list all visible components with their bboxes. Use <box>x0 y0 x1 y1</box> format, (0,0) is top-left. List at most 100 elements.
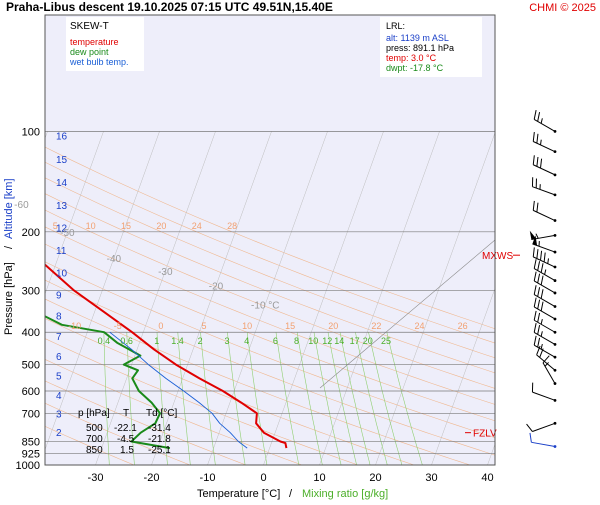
pressure-tick-label: 700 <box>22 408 40 420</box>
dry-adiabat-label: 26 <box>458 321 468 331</box>
wind-barb-station <box>554 382 557 385</box>
wind-barb-station <box>554 331 557 334</box>
mixing-ratio-label: 14 <box>334 336 344 346</box>
mixing-ratio-label: 8 <box>294 336 299 346</box>
pressure-tick-label: 925 <box>22 449 40 461</box>
chart-title: Praha-Libus descent 19.10.2025 07:15 UTC… <box>6 0 333 14</box>
wind-barb-station <box>554 399 557 402</box>
mixing-ratio-label: 17 <box>350 336 360 346</box>
altitude-tick-label: 5 <box>56 372 62 383</box>
mixing-ratio-label: 0.4 <box>98 336 111 346</box>
mixing-ratio-label: 2 <box>198 336 203 346</box>
dry-adiabat-label: 5 <box>53 221 58 231</box>
temperature-tick-label: 40 <box>481 472 493 484</box>
isotherm-label: -40 <box>107 254 122 265</box>
altitude-tick-label: 4 <box>56 391 62 402</box>
temperature-tick-label: -30 <box>88 472 104 484</box>
altitude-tick-label: 2 <box>56 428 62 439</box>
isotherm-label: -10 °C <box>251 300 279 311</box>
lrl-dwpt: dwpt: -17.8 °C <box>386 63 444 73</box>
wind-barb-station <box>554 422 557 425</box>
summary-table: p [hPa] T Td [°C] 500 -22.1 -31.4 700 -4… <box>78 408 177 456</box>
isotherm-label: -30 <box>158 267 173 278</box>
isotherm-label: -50 <box>60 228 75 239</box>
wind-barb-station <box>554 356 557 359</box>
lrl-alt: alt: 1139 m ASL <box>386 33 449 43</box>
lrl-temp: temp: 3.0 °C <box>386 53 437 63</box>
altitude-tick-label: 10 <box>56 269 68 280</box>
dry-adiabat-label: 24 <box>414 321 424 331</box>
wind-barb-station <box>554 266 557 269</box>
table-row-1-td: -31.4 <box>148 423 171 434</box>
dry-adiabat-label: 20 <box>156 221 166 231</box>
lrl-press: press: 891.1 hPa <box>386 43 454 53</box>
pressure-tick-label: 300 <box>22 286 40 298</box>
wind-barb-station <box>554 445 557 448</box>
pressure-tick-label: 850 <box>22 436 40 448</box>
wind-barb-station <box>554 150 557 153</box>
temperature-tick-label: 10 <box>313 472 325 484</box>
pressure-tick-label: 400 <box>22 327 40 339</box>
dry-adiabat-label: 15 <box>121 221 131 231</box>
mixing-ratio-label: 1 <box>154 336 159 346</box>
table-header-t: T <box>123 408 129 419</box>
mixing-ratio-label: 10 <box>308 336 318 346</box>
isotherm-label: -20 <box>209 282 224 293</box>
pressure-tick-label: 1000 <box>16 460 40 472</box>
table-row-2-t: -4.5 <box>117 434 135 445</box>
dry-adiabat-label: -10 <box>68 321 81 331</box>
wind-barb-station <box>554 234 557 237</box>
isotherm-label: -60 <box>14 200 29 211</box>
mixing-ratio-label: 25 <box>381 336 391 346</box>
copyright: CHMI © 2025 <box>529 2 596 14</box>
dry-adiabat-label: 10 <box>86 221 96 231</box>
lrl-box: LRL: alt: 1139 m ASL press: 891.1 hPa te… <box>380 17 482 77</box>
mixing-ratio-label: 3 <box>224 336 229 346</box>
dry-adiabat-label: 5 <box>201 321 206 331</box>
ylabel-pressure: Pressure [hPa] <box>3 262 15 335</box>
legend-box: SKEW-T temperature dew point wet bulb te… <box>66 17 144 71</box>
altitude-tick-label: 14 <box>56 178 68 189</box>
dry-adiabat-label: 22 <box>371 321 381 331</box>
legend-temperature: temperature <box>70 37 119 47</box>
mixing-ratio-label: 0.6 <box>120 336 133 346</box>
dry-adiabat-label: 10 <box>242 321 252 331</box>
altitude-tick-label: 15 <box>56 155 68 166</box>
temperature-tick-label: 0 <box>260 472 266 484</box>
lrl-title: LRL: <box>386 21 405 31</box>
table-row-2-td: -21.8 <box>148 434 171 445</box>
plot-area <box>45 15 495 465</box>
altitude-tick-label: 9 <box>56 290 62 301</box>
table-header-p: p [hPa] <box>78 408 110 419</box>
ylabel-altitude: Altitude [km] <box>3 178 15 239</box>
fzlv-label: FZLV <box>473 429 497 440</box>
table-header-td: Td [°C] <box>146 408 177 419</box>
table-row-2-p: 700 <box>86 434 103 445</box>
table-row-3-t: 1.5 <box>120 445 134 456</box>
wind-barb-station <box>554 251 557 254</box>
temperature-tick-label: 20 <box>369 472 381 484</box>
wind-column <box>530 15 600 465</box>
dry-adiabat-label: 20 <box>328 321 338 331</box>
mixing-ratio-label: 12 <box>322 336 332 346</box>
dry-adiabat-label: 0 <box>158 321 163 331</box>
altitude-tick-label: 8 <box>56 311 62 322</box>
table-row-1-p: 500 <box>86 423 103 434</box>
wind-barb-station <box>554 369 557 372</box>
wind-barb-station <box>554 292 557 295</box>
table-row-3-td: -25.1 <box>148 445 171 456</box>
legend-wetbulb: wet bulb temp. <box>69 57 129 67</box>
altitude-tick-label: 16 <box>56 132 68 143</box>
wind-barb-station <box>554 219 557 222</box>
mixing-ratio-label: 1.4 <box>171 336 184 346</box>
temperature-tick-label: -20 <box>144 472 160 484</box>
temperature-tick-label: -10 <box>200 472 216 484</box>
wind-barb-station <box>554 305 557 308</box>
pressure-tick-label: 200 <box>22 227 40 239</box>
dry-adiabat-label: 24 <box>192 221 202 231</box>
altitude-tick-label: 11 <box>56 246 67 257</box>
dry-adiabat-label: 28 <box>227 221 237 231</box>
table-row-1-t: -22.1 <box>114 423 137 434</box>
